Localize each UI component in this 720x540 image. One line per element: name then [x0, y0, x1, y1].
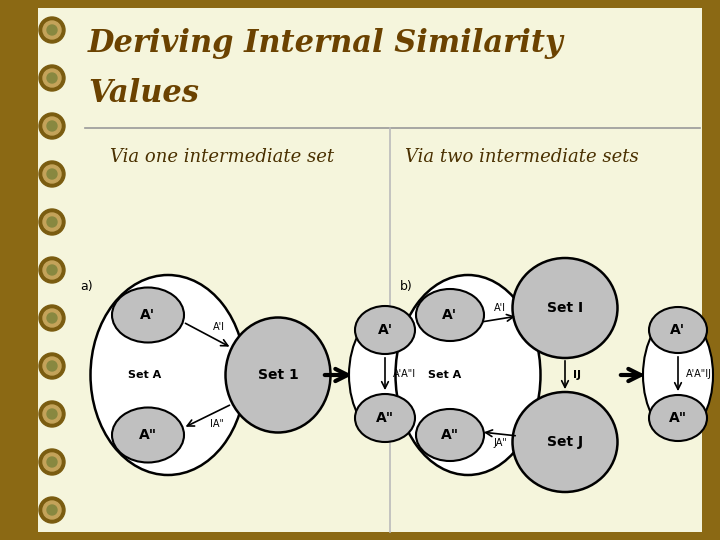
Text: A'I: A'I: [213, 322, 225, 332]
Ellipse shape: [355, 394, 415, 442]
Ellipse shape: [643, 315, 713, 435]
Circle shape: [43, 213, 61, 231]
Circle shape: [43, 501, 61, 519]
Text: IA": IA": [210, 419, 224, 429]
Circle shape: [43, 21, 61, 39]
Text: A'A"IJ: A'A"IJ: [686, 369, 712, 379]
Text: Via one intermediate set: Via one intermediate set: [110, 148, 334, 166]
Circle shape: [47, 265, 57, 275]
Ellipse shape: [355, 306, 415, 354]
Text: A": A": [139, 428, 157, 442]
Text: A': A': [140, 308, 156, 322]
Ellipse shape: [112, 287, 184, 342]
Circle shape: [43, 453, 61, 471]
Circle shape: [43, 357, 61, 375]
Ellipse shape: [416, 409, 484, 461]
Text: b): b): [400, 280, 413, 293]
Circle shape: [47, 169, 57, 179]
Circle shape: [39, 257, 65, 283]
Circle shape: [43, 165, 61, 183]
Circle shape: [47, 121, 57, 131]
Ellipse shape: [112, 408, 184, 462]
Text: Deriving Internal Similarity: Deriving Internal Similarity: [88, 28, 564, 59]
Text: A": A": [441, 428, 459, 442]
Ellipse shape: [225, 318, 330, 433]
Text: JA": JA": [493, 438, 507, 448]
Text: Via two intermediate sets: Via two intermediate sets: [405, 148, 639, 166]
Text: Set 1: Set 1: [258, 368, 298, 382]
Text: A": A": [669, 411, 687, 425]
Ellipse shape: [395, 275, 541, 475]
Circle shape: [39, 113, 65, 139]
Circle shape: [47, 409, 57, 419]
Circle shape: [39, 305, 65, 331]
Circle shape: [47, 505, 57, 515]
Circle shape: [39, 353, 65, 379]
Ellipse shape: [513, 258, 618, 358]
Circle shape: [47, 25, 57, 35]
Circle shape: [47, 457, 57, 467]
Circle shape: [39, 497, 65, 523]
Text: A': A': [377, 323, 392, 337]
Text: A': A': [442, 308, 458, 322]
Circle shape: [47, 313, 57, 323]
Text: A'A"I: A'A"I: [393, 369, 416, 379]
Ellipse shape: [649, 395, 707, 441]
Ellipse shape: [649, 307, 707, 353]
Circle shape: [39, 209, 65, 235]
Circle shape: [47, 361, 57, 371]
Text: Set J: Set J: [547, 435, 583, 449]
Text: A'I: A'I: [494, 303, 506, 313]
Circle shape: [43, 261, 61, 279]
Text: A": A": [376, 411, 394, 425]
Text: A': A': [670, 323, 685, 337]
Text: Set I: Set I: [547, 301, 583, 315]
Circle shape: [47, 73, 57, 83]
Text: Values: Values: [88, 78, 199, 109]
Circle shape: [47, 217, 57, 227]
Text: Set A: Set A: [428, 370, 462, 380]
Circle shape: [43, 405, 61, 423]
Ellipse shape: [416, 289, 484, 341]
Ellipse shape: [349, 315, 421, 435]
Text: a): a): [80, 280, 93, 293]
Circle shape: [39, 65, 65, 91]
Ellipse shape: [513, 392, 618, 492]
Text: IJ: IJ: [573, 370, 581, 380]
Circle shape: [43, 309, 61, 327]
Circle shape: [43, 117, 61, 135]
Text: Set A: Set A: [128, 370, 161, 380]
Circle shape: [39, 161, 65, 187]
Circle shape: [39, 449, 65, 475]
Circle shape: [43, 69, 61, 87]
FancyBboxPatch shape: [38, 8, 702, 532]
Circle shape: [39, 17, 65, 43]
Ellipse shape: [91, 275, 246, 475]
Circle shape: [39, 401, 65, 427]
